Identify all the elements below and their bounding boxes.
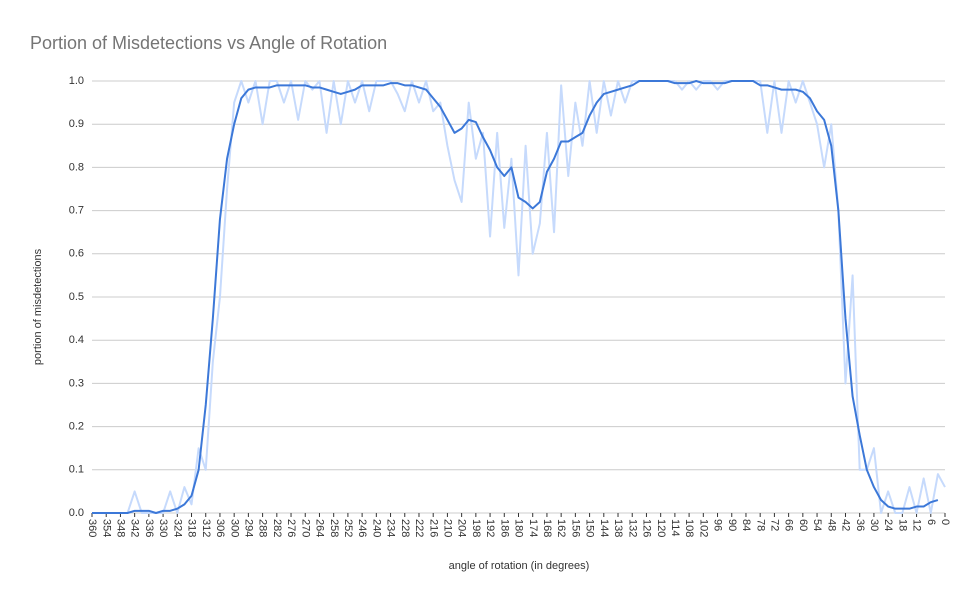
x-tick-label: 48 [825, 519, 837, 531]
x-tick-label: 216 [427, 519, 439, 537]
x-tick-label: 156 [569, 519, 581, 537]
x-tick-label: 132 [626, 519, 638, 537]
series-line [92, 80, 939, 514]
x-tick-label: 66 [783, 519, 795, 531]
x-tick-label: 318 [186, 519, 198, 537]
x-tick-label: 36 [854, 519, 866, 531]
series-line [92, 80, 946, 514]
x-tick-label: 330 [157, 519, 169, 537]
x-tick-label: 6 [925, 519, 937, 525]
x-tick-label: 198 [470, 519, 482, 537]
x-tick-label: 138 [612, 519, 624, 537]
x-tick-label: 234 [385, 519, 397, 537]
x-tick-label: 342 [129, 519, 141, 537]
x-tick-label: 336 [143, 519, 155, 537]
y-tick-label: 0.7 [69, 205, 84, 217]
x-tick-label: 18 [896, 519, 908, 531]
x-tick-label: 30 [868, 519, 880, 531]
x-tick-label: 186 [498, 519, 510, 537]
x-tick-label: 72 [768, 519, 780, 531]
x-tick-label: 168 [541, 519, 553, 537]
x-tick-label: 12 [911, 519, 923, 531]
x-tick-label: 288 [257, 519, 269, 537]
x-tick-label: 276 [285, 519, 297, 537]
x-tick-label: 312 [200, 519, 212, 537]
x-tick-label: 306 [214, 519, 226, 537]
x-tick-label: 84 [740, 519, 752, 531]
x-tick-label: 102 [697, 519, 709, 537]
y-tick-label: 0.2 [69, 421, 84, 433]
x-tick-label: 24 [882, 519, 894, 531]
x-tick-label: 114 [669, 519, 681, 537]
x-tick-label: 258 [328, 519, 340, 537]
x-tick-label: 126 [641, 519, 653, 537]
x-tick-label: 60 [797, 519, 809, 531]
y-tick-label: 0.9 [69, 118, 84, 130]
x-tick-label: 204 [456, 519, 468, 537]
x-tick-label: 324 [171, 519, 183, 537]
x-tick-label: 192 [484, 519, 496, 537]
x-tick-label: 354 [100, 519, 112, 537]
x-tick-label: 42 [840, 519, 852, 531]
x-tick-label: 150 [584, 519, 596, 537]
x-tick-label: 270 [299, 519, 311, 537]
x-tick-label: 240 [370, 519, 382, 537]
y-tick-label: 0.8 [69, 161, 84, 173]
y-tick-label: 0.1 [69, 464, 84, 476]
x-tick-label: 282 [271, 519, 283, 537]
x-tick-label: 294 [242, 519, 254, 537]
y-tick-label: 0.6 [69, 248, 84, 260]
x-tick-label: 348 [115, 519, 127, 537]
y-axis-title: portion of misdetections [32, 248, 44, 365]
y-tick-label: 1.0 [69, 75, 84, 87]
x-tick-label: 180 [513, 519, 525, 537]
x-tick-label: 222 [413, 519, 425, 537]
x-tick-label: 174 [527, 519, 539, 537]
x-tick-label: 228 [399, 519, 411, 537]
y-tick-label: 0.3 [69, 377, 84, 389]
y-tick-label: 0.4 [69, 334, 84, 346]
x-tick-label: 54 [811, 519, 823, 531]
x-axis-title: angle of rotation (in degrees) [449, 560, 590, 572]
x-tick-label: 0 [939, 519, 951, 525]
x-tick-label: 162 [555, 519, 567, 537]
x-tick-label: 360 [86, 519, 98, 537]
x-tick-label: 300 [228, 519, 240, 537]
x-tick-label: 108 [683, 519, 695, 537]
chart-title: Portion of Misdetections vs Angle of Rot… [30, 33, 387, 53]
x-tick-label: 120 [655, 519, 667, 537]
x-tick-label: 264 [314, 519, 326, 537]
y-tick-label: 0.0 [69, 507, 84, 519]
x-tick-label: 78 [754, 519, 766, 531]
x-tick-label: 210 [442, 519, 454, 537]
x-tick-label: 252 [342, 519, 354, 537]
x-tick-label: 90 [726, 519, 738, 531]
x-tick-label: 96 [712, 519, 724, 531]
x-tick-label: 144 [598, 519, 610, 537]
y-tick-label: 0.5 [69, 291, 84, 303]
x-tick-label: 246 [356, 519, 368, 537]
